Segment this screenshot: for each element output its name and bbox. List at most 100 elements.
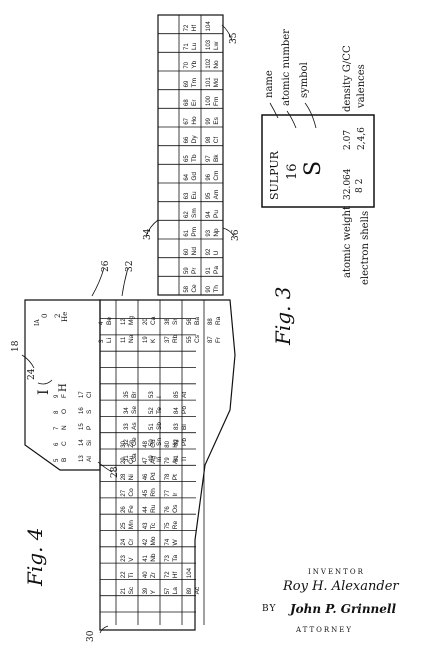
element-symbol: Hf [172,571,179,578]
leader-atomic-number [286,110,297,129]
element-symbol: Es [213,116,220,124]
legend-electron-shells: 8 2 [355,179,365,193]
element-symbol: C [61,441,68,446]
p-block-cell: 49 In [149,455,163,462]
ref-26: 26 [101,260,111,272]
ref-30-leader [99,625,109,634]
p-block-cell: 51 Sb [149,422,163,430]
element-symbol: S [86,409,93,414]
element-symbol: Pr [191,267,198,274]
element-symbol: Ru [150,504,157,513]
alkali-cell: 87 Fr [208,336,222,343]
element-symbol: Pm [191,227,198,237]
element-symbol: Ba [194,317,201,325]
element-symbol: Ac [194,586,201,594]
element-symbol: Hf [191,25,198,32]
transition-cell: 48 Cd [143,439,157,448]
element-symbol: Ta [172,555,179,562]
legend-valences: 2,4,6 [357,127,367,150]
atomic-number: 71 [184,43,190,50]
element-symbol: Ce [191,284,198,293]
ref-26-leader [91,267,105,297]
element-symbol: Dy [191,135,198,144]
element-symbol: Pt [172,474,179,480]
actinide-cell: 104 [206,21,212,32]
element-symbol: Zn [128,440,135,448]
alkali-cell: 19 K [143,336,157,343]
atomic-number: 60 [184,248,190,255]
atomic-number: 73 [165,554,171,561]
ref-35-leader [221,24,233,41]
main-table-outline [99,299,236,631]
label-atomic-number: atomic number [281,29,292,106]
atomic-number: 67 [184,117,190,124]
atomic-number: 76 [165,506,171,513]
element-symbol: Cu [128,455,135,464]
element-symbol: Y [150,589,157,594]
label-name: name [264,70,275,98]
actinide-cell: 94 Pu [206,210,220,218]
atomic-number: 3 [99,339,105,343]
fig-4-label: Fig. 4 [23,527,47,587]
transition-cell: 89 Ac [187,586,201,594]
atomic-number: 47 [143,457,149,464]
transition-cell: 22 Ti [121,571,135,578]
element-symbol: Ho [191,116,198,125]
atomic-number: 52 [149,407,155,414]
transition-cell: 73 Ta [165,554,179,561]
alkali-cell: 37 Rb [165,334,179,343]
element-symbol: Md [213,78,220,87]
transition-cell: 21 Sc [121,586,135,594]
element-symbol: Bk [213,154,220,162]
ref-18: 18 [11,340,21,352]
atomic-number: 11 [121,336,127,343]
alkaline-earth-cell: 20 Ca [143,316,157,325]
p-block-cell: 52 Te [149,407,163,414]
element-symbol: Pd [150,472,157,480]
transition-cell: 28 Ni [121,473,135,480]
atomic-number: 88 [208,318,214,325]
atomic-number: 16 [79,407,85,414]
lanthanide-cell: 62 Sm [184,208,198,218]
atomic-number: 70 [184,61,190,68]
element-symbol: Er [191,99,198,106]
element-symbol: Cl [86,391,93,398]
p-block-cell: 81 Tl [174,455,188,462]
element-symbol: Pu [213,210,220,218]
element-symbol: O [61,409,68,414]
transition-cell: 41 Nb [143,553,157,562]
atomic-number: 81 [174,455,180,462]
transition-cell: 46 Pd [143,472,157,480]
reference-numerals: 18 24 26 28 30 32 34 35 36 [11,24,241,642]
ref-30: 30 [86,630,96,642]
element-symbol: Cd [150,439,157,448]
atomic-number: 42 [143,538,149,545]
atomic-number: 80 [165,440,171,447]
atomic-number: 23 [121,554,127,561]
element-symbol: Na [128,334,135,343]
transition-cell: 39 Y [143,587,157,594]
transition-cell: 57 La [165,587,179,595]
atomic-number: 25 [121,522,127,529]
p-block-cell: 84 Po [174,406,188,414]
element-symbol: Fe [128,505,135,513]
element-symbol: Ca [150,316,157,325]
element-symbol: Lw [213,41,220,50]
lanthanide-cell: 69 Tm [184,78,198,87]
atomic-number: 5 [54,458,60,462]
atomic-number: 72 [165,571,171,578]
atomic-number: 39 [143,587,149,594]
transition-cell: 27 Co [121,488,135,497]
atomic-number: 82 [174,439,180,446]
atomic-number: 50 [149,439,155,446]
element-symbol: Tb [191,154,198,162]
atomic-number: 30 [121,440,127,447]
leader-name [269,102,279,119]
element-symbol: Sn [156,438,163,446]
transition-cell: 76 Os [165,504,179,513]
atomic-number: 38 [165,318,171,325]
atomic-number: 94 [206,211,212,218]
hydrogen-wing: I H IA 2 He 0 [34,312,69,395]
